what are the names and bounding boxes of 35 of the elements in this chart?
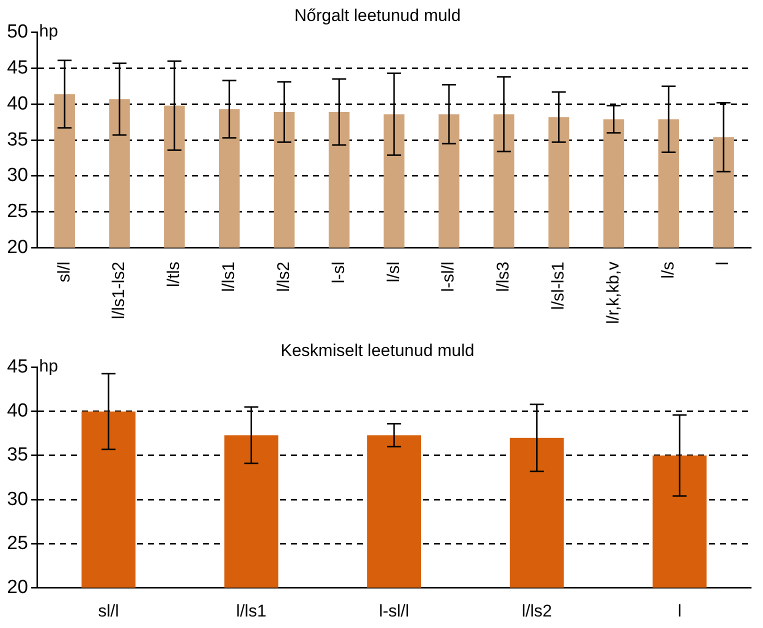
x-tick-label: l [678, 601, 682, 620]
x-tick-label: l-sl [328, 262, 348, 284]
x-tick-label: l/s [658, 262, 678, 279]
chart-title: Nőrgalt leetunud muld [294, 6, 461, 25]
y-tick-label: 25 [6, 201, 28, 222]
y-tick-label: 35 [6, 444, 28, 466]
y-tick-label: 20 [6, 576, 28, 598]
x-tick-label: l/r,k,kb,v [603, 261, 622, 324]
x-tick-label: l/ls3 [494, 262, 513, 292]
x-tick-label: l/ls1 [236, 601, 266, 620]
y-axis-title: hp [39, 356, 58, 376]
x-tick-label: l/sl [384, 262, 403, 282]
x-tick-label: l/ls2 [522, 601, 552, 620]
y-tick-label: 25 [6, 532, 28, 554]
x-tick-label: l-sl/l [378, 601, 410, 620]
x-tick-label: l/ls2 [274, 262, 293, 292]
y-tick-label: 50 [6, 22, 28, 43]
x-tick-label: l/ls1 [219, 262, 238, 292]
y-axis-title: hp [39, 22, 58, 41]
y-tick-label: 30 [6, 488, 28, 510]
y-tick-label: 40 [6, 93, 28, 114]
x-tick-label: l/sl-ls1 [548, 262, 568, 310]
chart-title: Keskmiselt leetunud muld [280, 340, 474, 360]
x-tick-label: sl/l [54, 262, 74, 282]
x-tick-label: l/ls1-ls2 [109, 262, 128, 320]
y-tick-label: 35 [6, 129, 28, 150]
x-tick-label: l/tls [164, 262, 184, 288]
x-tick-label: l-sl/l [438, 262, 458, 292]
y-tick-label: 40 [6, 400, 28, 422]
x-tick-label: l [713, 262, 732, 266]
x-tick-label: sl/l [98, 601, 119, 620]
y-tick-label: 45 [6, 58, 28, 79]
y-tick-label: 20 [6, 236, 28, 258]
y-tick-label: 30 [6, 165, 28, 186]
y-tick-label: 45 [6, 356, 28, 378]
